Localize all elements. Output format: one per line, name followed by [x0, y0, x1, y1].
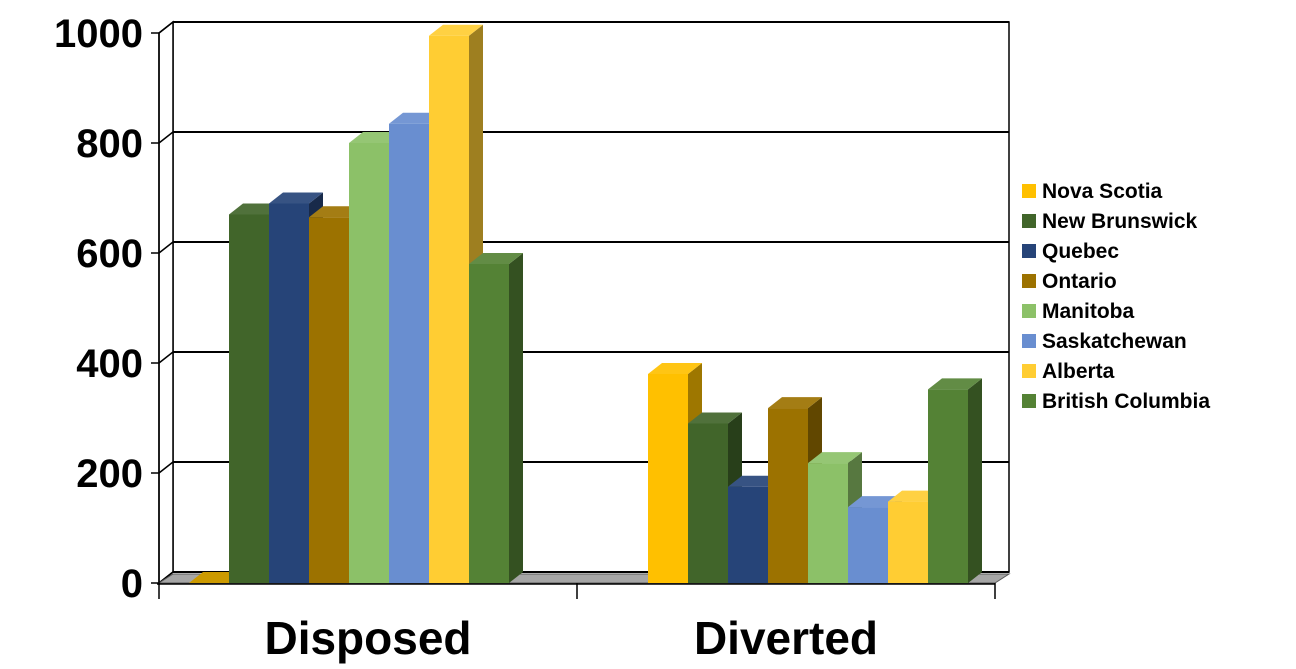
bar-british-columbia-disposed-side	[509, 253, 523, 583]
y-tick-label: 600	[76, 232, 143, 276]
gridline-side	[158, 21, 174, 34]
bar-manitoba-diverted-top	[808, 452, 862, 464]
legend-label: British Columbia	[1042, 389, 1211, 413]
bar-extra-top	[928, 378, 982, 390]
y-tick-label: 200	[76, 452, 143, 496]
y-tick-label: 800	[76, 122, 143, 166]
bar-manitoba-disposed	[349, 143, 389, 583]
bar-alberta-disposed	[429, 35, 469, 583]
legend-item: New Brunswick	[1022, 206, 1210, 236]
plot-side-wall	[158, 20, 174, 585]
legend-label: Manitoba	[1042, 299, 1135, 323]
legend-label: New Brunswick	[1042, 209, 1198, 233]
legend: Nova Scotia New Brunswick Quebec Ontario Man…	[1022, 176, 1210, 416]
legend-swatch	[1022, 334, 1036, 348]
bar-manitoba-diverted	[808, 463, 848, 583]
legend-swatch	[1022, 274, 1036, 288]
legend-swatch	[1022, 304, 1036, 318]
y-tick-label: 1000	[54, 12, 143, 56]
legend-item: Saskatchewan	[1022, 326, 1210, 356]
x-category-label: Disposed	[264, 612, 471, 664]
bar-ontario-diverted	[768, 408, 808, 583]
bar-ontario-disposed	[309, 217, 349, 583]
bar-ontario-diverted-top	[768, 397, 822, 409]
legend-label: Alberta	[1042, 359, 1115, 383]
x-category-label: Diverted	[694, 612, 878, 664]
legend-swatch	[1022, 214, 1036, 228]
bar-extra-side	[968, 378, 982, 583]
legend-item: Alberta	[1022, 356, 1210, 386]
bar-british-columbia-disposed	[469, 264, 509, 583]
legend-item: Manitoba	[1022, 296, 1210, 326]
bar-quebec-diverted	[728, 486, 768, 583]
y-tick-label: 400	[76, 342, 143, 386]
legend-item: Ontario	[1022, 266, 1210, 296]
legend-swatch	[1022, 364, 1036, 378]
bar-saskatchewan-diverted	[848, 507, 888, 583]
gridline-side	[158, 131, 174, 144]
bar-saskatchewan-disposed	[389, 123, 429, 583]
legend-item: Quebec	[1022, 236, 1210, 266]
bar-alberta-disposed-top	[429, 24, 483, 36]
bar-alberta-diverted	[888, 501, 928, 583]
bar-new-brunswick-diverted	[688, 423, 728, 583]
gridline-side	[158, 461, 174, 474]
bar-extra	[928, 389, 968, 583]
bar-quebec-disposed-top	[269, 192, 323, 204]
legend-label: Ontario	[1042, 269, 1117, 293]
legend-label: Nova Scotia	[1042, 179, 1163, 203]
gridline-side	[158, 351, 174, 364]
bar-british-columbia-disposed-top	[469, 253, 523, 264]
bar-nova-scotia-diverted	[648, 374, 688, 583]
gridline-side	[158, 241, 174, 254]
bar-new-brunswick-disposed	[229, 214, 269, 583]
bar-nova-scotia-diverted-top	[648, 363, 702, 374]
legend-item: Nova Scotia	[1022, 176, 1210, 206]
legend-swatch	[1022, 184, 1036, 198]
legend-item: British Columbia	[1022, 386, 1210, 416]
bar-quebec-disposed	[269, 203, 309, 583]
bar-new-brunswick-diverted-top	[688, 412, 742, 424]
legend-swatch	[1022, 394, 1036, 408]
legend-label: Saskatchewan	[1042, 329, 1187, 353]
legend-label: Quebec	[1042, 239, 1120, 263]
legend-swatch	[1022, 244, 1036, 258]
y-tick-label: 0	[121, 562, 143, 606]
